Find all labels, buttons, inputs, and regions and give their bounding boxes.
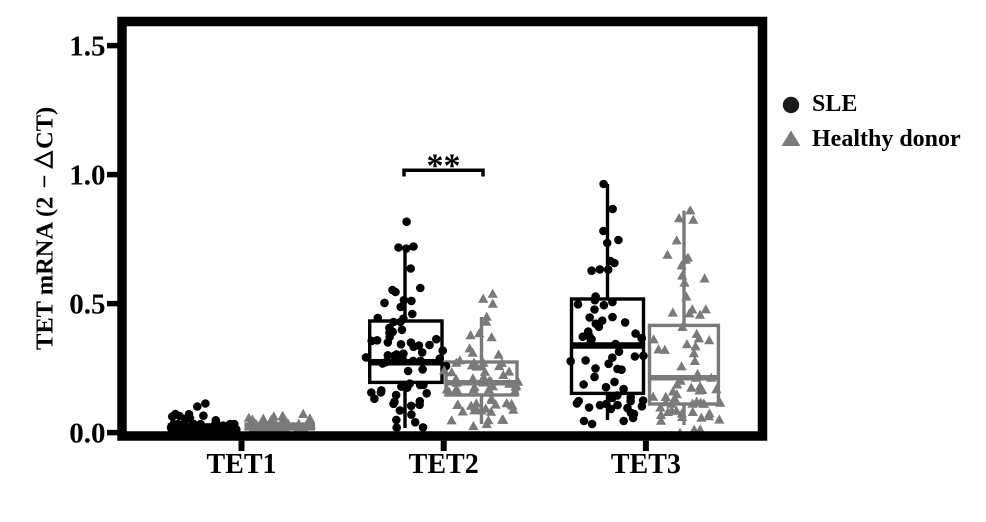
svg-text:TET3: TET3 — [611, 449, 681, 480]
svg-text:TET mRNA (2: TET mRNA (2 — [32, 197, 59, 350]
svg-text:TET2: TET2 — [409, 449, 479, 480]
svg-text:**: ** — [427, 148, 461, 185]
svg-text:1.0: 1.0 — [69, 159, 105, 191]
svg-text:TET1: TET1 — [206, 449, 276, 480]
svg-text:Healthy donor: Healthy donor — [812, 126, 961, 152]
svg-text:1.5: 1.5 — [69, 30, 105, 62]
svg-text:0.0: 0.0 — [69, 417, 105, 449]
svg-text:0.5: 0.5 — [69, 288, 105, 320]
svg-text:SLE: SLE — [812, 91, 857, 117]
svg-text:CT): CT) — [32, 107, 59, 149]
svg-text:−: − — [32, 174, 59, 188]
